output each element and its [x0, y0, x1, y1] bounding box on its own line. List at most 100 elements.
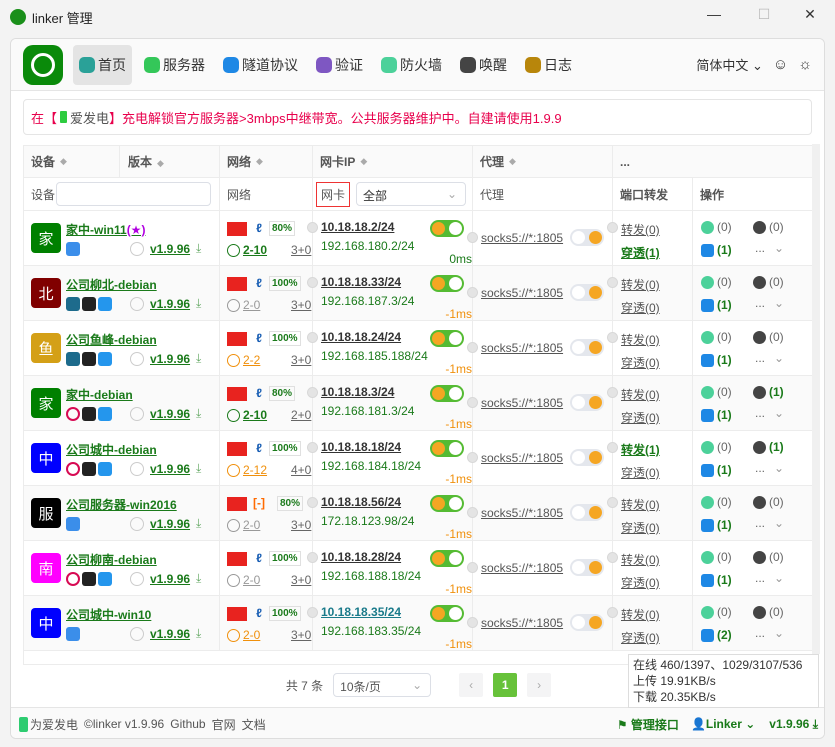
device-search-input[interactable] — [56, 182, 212, 206]
tunnel-action[interactable]: (1) — [701, 463, 732, 477]
nic-toggle[interactable] — [430, 330, 464, 347]
wake-action[interactable]: (0) — [753, 605, 784, 619]
walk-icon[interactable] — [130, 626, 144, 641]
tunnel-link[interactable]: 2-10 — [227, 243, 267, 257]
penetrate-link[interactable]: 穿透(0) — [621, 411, 660, 425]
nav-lock[interactable]: 验证 — [310, 45, 369, 85]
wake-action[interactable]: (1) — [753, 385, 784, 399]
device-name-link[interactable]: 公司柳北-debian — [66, 278, 157, 292]
virtual-ip-link[interactable]: 10.18.18.24/24 — [321, 330, 402, 344]
github-link[interactable]: Github — [170, 717, 206, 731]
proxy-link[interactable]: socks5://*:1805 — [481, 396, 564, 410]
more-actions-button[interactable]: ... ⌄ — [755, 406, 785, 420]
sponsor-link[interactable]: 为爱发电 — [30, 717, 79, 732]
wake-action[interactable]: (0) — [753, 275, 784, 289]
tunnel-action[interactable]: (1) — [701, 573, 732, 587]
more-actions-button[interactable]: ... ⌄ — [755, 516, 785, 530]
nic-filter-label[interactable]: 网卡 — [316, 181, 351, 207]
firewall-action[interactable]: (0) — [701, 275, 732, 289]
penetrate-link[interactable]: 穿透(1) — [621, 246, 660, 260]
nic-filter-select[interactable]: 全部 ⌄ — [356, 182, 467, 206]
device-name-link[interactable]: 公司鱼峰-debian — [66, 333, 157, 347]
version-link[interactable]: v1.9.96 — [150, 626, 191, 641]
device-name-link[interactable]: 家中-win11(★) — [66, 223, 146, 237]
nic-toggle[interactable] — [430, 385, 464, 402]
header-network[interactable]: 网络 ◆ — [220, 146, 313, 177]
tunnel-action[interactable]: (1) — [701, 518, 732, 532]
user-menu[interactable]: 👤Linker ⌄ — [690, 717, 756, 731]
device-name-link[interactable]: 家中-debian — [66, 388, 133, 402]
nic-toggle[interactable] — [430, 440, 464, 457]
wake-action[interactable]: (0) — [753, 495, 784, 509]
download-icon[interactable]: ⤓ — [196, 406, 202, 420]
proxy-toggle[interactable] — [570, 559, 604, 576]
notice-brand-link[interactable]: 爱发电 — [70, 110, 110, 126]
download-icon[interactable]: ⤓ — [196, 461, 202, 475]
forward-link[interactable]: 转发(0) — [621, 553, 660, 567]
nav-server[interactable]: 服务器 — [138, 45, 211, 85]
virtual-ip-link[interactable]: 10.18.18.3/24 — [321, 385, 395, 399]
walk-icon[interactable] — [130, 351, 144, 366]
proxy-link[interactable]: socks5://*:1805 — [481, 341, 564, 355]
virtual-ip-link[interactable]: 10.18.18.2/24 — [321, 220, 395, 234]
penetrate-link[interactable]: 穿透(0) — [621, 631, 660, 645]
version-link[interactable]: v1.9.96 — [150, 406, 191, 421]
nic-toggle[interactable] — [430, 495, 464, 512]
walk-icon[interactable] — [130, 296, 144, 311]
walk-icon[interactable] — [130, 516, 144, 531]
connection-count[interactable]: 3+0 — [291, 573, 312, 587]
header-proxy[interactable]: 代理 ◆ — [473, 146, 613, 177]
minimize-button[interactable]: — — [707, 6, 721, 22]
device-name-link[interactable]: 公司城中-win10 — [66, 608, 152, 622]
maximize-button[interactable]: ☐ — [757, 6, 771, 22]
more-actions-button[interactable]: ... ⌄ — [755, 461, 785, 475]
nav-log[interactable]: 日志 — [519, 45, 578, 85]
firewall-action[interactable]: (0) — [701, 385, 732, 399]
virtual-ip-link[interactable]: 10.18.18.56/24 — [321, 495, 402, 509]
proxy-toggle[interactable] — [570, 394, 604, 411]
nic-toggle[interactable] — [430, 605, 464, 622]
device-name-link[interactable]: 公司城中-debian — [66, 443, 157, 457]
proxy-toggle[interactable] — [570, 339, 604, 356]
nav-shield[interactable]: 防火墙 — [375, 45, 448, 85]
proxy-link[interactable]: socks5://*:1805 — [481, 451, 564, 465]
download-icon[interactable]: ⤓ — [196, 241, 202, 255]
firewall-action[interactable]: (0) — [701, 495, 732, 509]
tunnel-action[interactable]: (1) — [701, 243, 732, 257]
tunnel-action[interactable]: (1) — [701, 298, 732, 312]
walk-icon[interactable] — [130, 241, 144, 256]
forward-link[interactable]: 转发(0) — [621, 498, 660, 512]
tunnel-action[interactable]: (1) — [701, 353, 732, 367]
wake-action[interactable]: (1) — [753, 440, 784, 454]
download-icon[interactable]: ⤓ — [196, 626, 202, 640]
version-link[interactable]: v1.9.96 — [150, 241, 191, 256]
proxy-link[interactable]: socks5://*:1805 — [481, 231, 564, 245]
virtual-ip-link[interactable]: 10.18.18.28/24 — [321, 550, 402, 564]
download-icon[interactable]: ⤓ — [196, 351, 202, 365]
version-link[interactable]: v1.9.96 — [150, 296, 191, 311]
proxy-link[interactable]: socks5://*:1805 — [481, 506, 564, 520]
connection-count[interactable]: 4+0 — [291, 463, 312, 477]
connection-count[interactable]: 3+0 — [291, 628, 312, 642]
nic-toggle[interactable] — [430, 550, 464, 567]
page-size-select[interactable]: 10条/页 ⌄ — [333, 673, 432, 697]
tunnel-link[interactable]: 2-0 — [227, 573, 260, 587]
tunnel-link[interactable]: 2-0 — [227, 518, 260, 532]
version-update[interactable]: v1.9.96 ⤓ — [769, 716, 818, 731]
close-button[interactable]: ✕ — [804, 6, 816, 22]
header-more[interactable]: ... — [620, 154, 631, 169]
version-link[interactable]: v1.9.96 — [150, 571, 191, 586]
penetrate-link[interactable]: 穿透(0) — [621, 466, 660, 480]
api-link[interactable]: ⚑ 管理接口 — [616, 717, 679, 732]
proxy-toggle[interactable] — [570, 449, 604, 466]
forward-link[interactable]: 转发(0) — [621, 333, 660, 347]
nic-toggle[interactable] — [430, 275, 464, 292]
tunnel-action[interactable]: (2) — [701, 628, 732, 642]
virtual-ip-link[interactable]: 10.18.18.35/24 — [321, 605, 402, 619]
more-actions-button[interactable]: ... ⌄ — [755, 571, 785, 585]
connection-count[interactable]: 3+0 — [291, 353, 312, 367]
penetrate-link[interactable]: 穿透(0) — [621, 521, 660, 535]
proxy-toggle[interactable] — [570, 614, 604, 631]
table-scrollbar[interactable] — [812, 144, 820, 654]
walk-icon[interactable] — [130, 461, 144, 476]
